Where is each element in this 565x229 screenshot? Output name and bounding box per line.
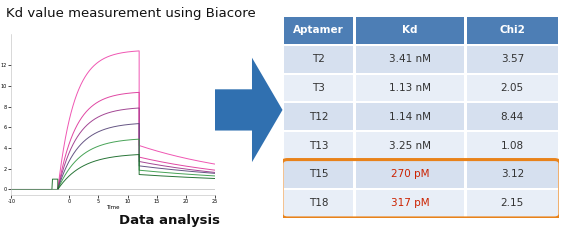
Text: T18: T18 — [308, 198, 328, 208]
Text: Chi2: Chi2 — [499, 25, 525, 35]
FancyBboxPatch shape — [284, 132, 353, 159]
Text: 3.12: 3.12 — [501, 169, 524, 179]
FancyBboxPatch shape — [356, 104, 464, 130]
FancyBboxPatch shape — [356, 17, 464, 44]
FancyBboxPatch shape — [284, 104, 353, 130]
FancyBboxPatch shape — [356, 46, 464, 73]
FancyBboxPatch shape — [467, 46, 558, 73]
FancyBboxPatch shape — [467, 104, 558, 130]
Text: 1.14 nM: 1.14 nM — [389, 112, 431, 122]
FancyBboxPatch shape — [356, 190, 464, 217]
FancyBboxPatch shape — [284, 17, 353, 44]
Text: 317 pM: 317 pM — [390, 198, 429, 208]
Text: 3.57: 3.57 — [501, 54, 524, 64]
Text: 1.13 nM: 1.13 nM — [389, 83, 431, 93]
FancyBboxPatch shape — [284, 190, 353, 217]
Text: 2.05: 2.05 — [501, 83, 524, 93]
FancyBboxPatch shape — [467, 17, 558, 44]
Text: T2: T2 — [312, 54, 325, 64]
FancyBboxPatch shape — [356, 75, 464, 101]
FancyBboxPatch shape — [467, 132, 558, 159]
Text: 3.41 nM: 3.41 nM — [389, 54, 431, 64]
FancyBboxPatch shape — [356, 132, 464, 159]
FancyBboxPatch shape — [467, 190, 558, 217]
Text: T13: T13 — [308, 141, 328, 151]
X-axis label: Time: Time — [106, 205, 120, 210]
FancyBboxPatch shape — [284, 46, 353, 73]
Text: Aptamer: Aptamer — [293, 25, 344, 35]
FancyBboxPatch shape — [284, 75, 353, 101]
Text: T15: T15 — [308, 169, 328, 179]
Text: Kd value measurement using Biacore: Kd value measurement using Biacore — [6, 7, 255, 20]
Text: 8.44: 8.44 — [501, 112, 524, 122]
Text: T3: T3 — [312, 83, 325, 93]
Text: 3.25 nM: 3.25 nM — [389, 141, 431, 151]
Text: 1.08: 1.08 — [501, 141, 524, 151]
Text: 270 pM: 270 pM — [390, 169, 429, 179]
Polygon shape — [215, 58, 282, 162]
Text: Kd: Kd — [402, 25, 418, 35]
FancyBboxPatch shape — [467, 75, 558, 101]
FancyBboxPatch shape — [467, 161, 558, 188]
FancyBboxPatch shape — [356, 161, 464, 188]
FancyBboxPatch shape — [284, 161, 353, 188]
Text: 2.15: 2.15 — [501, 198, 524, 208]
Text: T12: T12 — [308, 112, 328, 122]
Text: Data analysis: Data analysis — [119, 214, 220, 227]
